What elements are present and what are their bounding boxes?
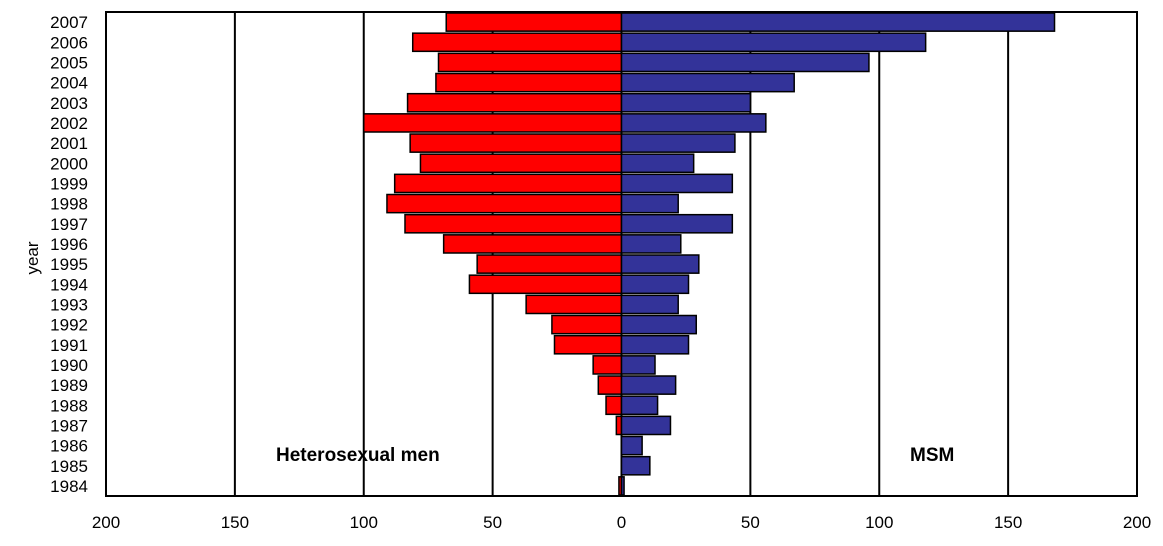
y-tick-label: 2006 [50, 33, 88, 52]
x-tick-label: 200 [92, 513, 120, 532]
x-tick-label: 50 [483, 513, 502, 532]
x-tick-label: 0 [617, 513, 626, 532]
y-tick-label: 2004 [50, 74, 88, 93]
y-tick-label: 1991 [50, 336, 88, 355]
bar-msm-1989 [620, 375, 677, 395]
y-tick-label: 1988 [50, 396, 88, 415]
plot-frame [105, 11, 1138, 497]
y-tick-label: 1990 [50, 356, 88, 375]
y-tick-label: 1992 [50, 316, 88, 335]
bar-heterosexual-men-1993 [525, 294, 623, 315]
bar-heterosexual-men-2005 [437, 52, 623, 73]
y-axis-label: year [23, 241, 42, 274]
bar-heterosexual-men-2007 [445, 12, 623, 32]
y-tick-label: 1995 [50, 255, 88, 274]
series-label-heterosexual-men: Heterosexual men [276, 445, 440, 466]
y-tick-label: 2007 [50, 13, 88, 32]
gridlines [233, 12, 1010, 496]
y-tick-label: 2001 [50, 134, 88, 153]
x-tick-label: 200 [1123, 513, 1151, 532]
y-tick-label: 1996 [50, 235, 88, 254]
bar-msm-1984 [620, 476, 625, 496]
bar-msm-2002 [620, 113, 767, 133]
bar-heterosexual-men-2006 [411, 32, 623, 53]
y-tick-label: 1987 [50, 416, 88, 435]
x-tick-label: 100 [865, 513, 893, 532]
bar-msm-1996 [620, 234, 682, 254]
y-tick-label: 1993 [50, 295, 88, 314]
bar-msm-1998 [620, 193, 679, 214]
bar-msm-2004 [620, 72, 795, 93]
x-tick-labels: 200 150 100 50 0 50 100 150 200 [92, 513, 1151, 532]
bar-msm-1990 [620, 355, 656, 375]
bar-heterosexual-men-2002 [363, 113, 623, 133]
bar-msm-1995 [620, 254, 700, 274]
bars [363, 12, 1056, 496]
y-tick-label: 1999 [50, 174, 88, 193]
bar-heterosexual-men-1998 [386, 193, 623, 214]
bar-heterosexual-men-1988 [605, 395, 623, 416]
bar-heterosexual-men-1997 [404, 213, 623, 234]
bar-heterosexual-men-2003 [406, 92, 623, 113]
bar-msm-2000 [620, 153, 695, 174]
x-tick-label: 50 [741, 513, 760, 532]
y-tick-label: 2003 [50, 94, 88, 113]
y-tick-label: 1986 [50, 437, 88, 456]
bar-heterosexual-men-1995 [476, 254, 623, 274]
x-tick-label: 150 [221, 513, 249, 532]
bar-heterosexual-men-1989 [597, 375, 623, 395]
bar-msm-1987 [620, 415, 672, 436]
bar-msm-2007 [620, 12, 1056, 32]
bar-msm-1993 [620, 294, 679, 315]
bar-heterosexual-men-1991 [553, 334, 623, 355]
bar-msm-2005 [620, 52, 870, 73]
y-tick-label: 1997 [50, 215, 88, 234]
bar-msm-1999 [620, 173, 734, 194]
bar-msm-1988 [620, 395, 659, 416]
bar-msm-1991 [620, 334, 690, 355]
y-tick-label: 1985 [50, 457, 88, 476]
bar-heterosexual-men-2001 [409, 133, 623, 153]
bar-heterosexual-men-1996 [442, 234, 623, 254]
bar-heterosexual-men-1992 [551, 314, 623, 335]
y-tick-label: 2005 [50, 53, 88, 72]
bar-msm-1997 [620, 213, 734, 234]
x-tick-label: 100 [350, 513, 378, 532]
y-tick-label: 1998 [50, 195, 88, 214]
bar-msm-1985 [620, 455, 651, 476]
bar-heterosexual-men-2000 [419, 153, 623, 174]
bar-msm-2003 [620, 92, 752, 113]
bar-heterosexual-men-1994 [468, 274, 623, 295]
bar-msm-2006 [620, 32, 927, 53]
bar-msm-2001 [620, 133, 736, 153]
y-tick-label: 1994 [50, 275, 88, 294]
series-label-msm: MSM [910, 445, 954, 466]
bar-heterosexual-men-1999 [393, 173, 623, 194]
x-tick-label: 150 [994, 513, 1022, 532]
y-tick-label: 2000 [50, 154, 88, 173]
bar-heterosexual-men-2004 [435, 72, 623, 93]
bar-msm-1994 [620, 274, 690, 295]
y-tick-label: 2002 [50, 114, 88, 133]
bar-msm-1992 [620, 314, 697, 335]
bar-msm-1986 [620, 435, 643, 456]
y-tick-label: 1984 [50, 477, 88, 496]
bar-heterosexual-men-1987 [615, 415, 623, 436]
bar-heterosexual-men-1990 [592, 355, 623, 375]
y-tick-label: 1989 [50, 376, 88, 395]
